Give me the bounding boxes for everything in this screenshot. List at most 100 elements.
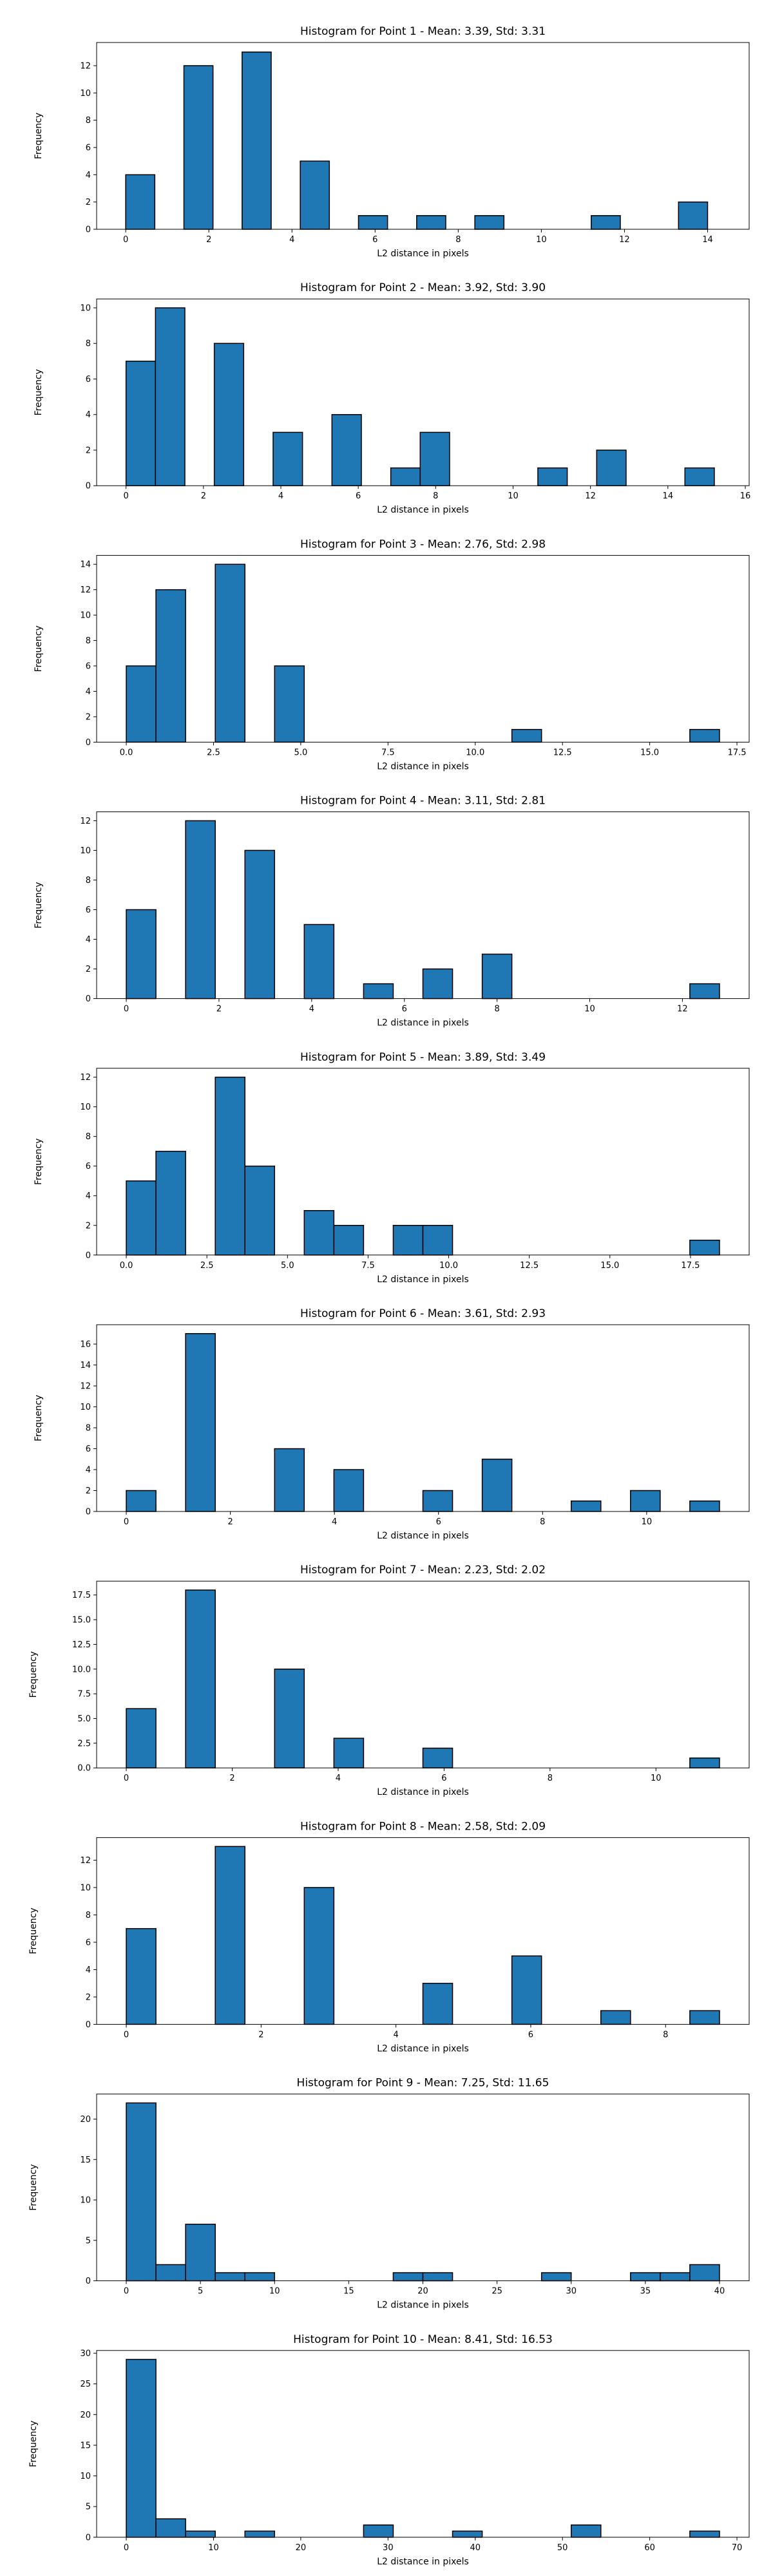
x-tick-label: 7.5 (381, 748, 395, 757)
y-tick-label: 8 (86, 339, 91, 349)
y-tick-label: 2 (86, 1993, 91, 2002)
x-tick-label: 6 (356, 491, 361, 501)
histogram-bar (537, 467, 568, 486)
x-tick-label: 0 (123, 235, 128, 245)
histogram-bar (300, 160, 330, 230)
x-tick-label: 4 (393, 2030, 398, 2040)
histogram-bar (215, 564, 245, 743)
chart-title: Histogram for Point 2 - Mean: 3.92, Std:… (300, 281, 546, 294)
x-tick-label: 6 (441, 1774, 446, 1783)
chart-title: Histogram for Point 6 - Mean: 3.61, Std:… (300, 1307, 546, 1320)
histogram-bar (155, 2518, 186, 2538)
x-tick-label: 10 (642, 1517, 653, 1527)
histogram-bar (155, 307, 186, 486)
y-tick-label: 15.0 (72, 1616, 91, 1625)
x-tick-label: 25 (491, 2287, 502, 2297)
x-tick-label: 17.5 (681, 1261, 700, 1271)
histogram-bar (596, 450, 627, 486)
y-axis-label: Frequency (28, 2421, 39, 2467)
histogram-bar (422, 2272, 453, 2282)
y-axis-label: Frequency (28, 2164, 39, 2210)
histogram-bar (274, 1448, 305, 1512)
x-tick-label: 5 (198, 2287, 203, 2297)
histogram-bar (126, 1490, 157, 1512)
histogram-bar (333, 1738, 365, 1768)
chart-title: Histogram for Point 4 - Mean: 3.11, Std:… (300, 795, 546, 808)
x-tick-label: 0 (124, 1005, 129, 1014)
y-tick-label: 6 (86, 1444, 91, 1454)
histogram-bar (600, 2010, 631, 2025)
histogram-bar (689, 2530, 720, 2538)
y-tick-label: 0 (86, 225, 91, 235)
y-tick-label: 10 (80, 2472, 91, 2481)
x-tick-label: 16 (740, 491, 751, 501)
y-tick-label: 10 (80, 1883, 91, 1893)
y-axis-label: Frequency (28, 1651, 39, 1698)
histogram-panel-8: Histogram for Point 8 - Mean: 2.58, Std:… (28, 1820, 750, 2054)
y-tick-label: 6 (86, 905, 91, 915)
histogram-bar (591, 215, 621, 230)
histogram-bar (540, 2272, 572, 2282)
histogram-bar (274, 1669, 305, 1768)
histogram-bar (272, 431, 303, 486)
x-tick-label: 10 (584, 1005, 595, 1014)
x-tick-label: 8 (663, 2030, 668, 2040)
y-tick-label: 25 (80, 2380, 91, 2389)
plot-frame (96, 42, 750, 230)
bars (126, 1076, 720, 1256)
x-tick-label: 10 (208, 2543, 219, 2553)
histogram-bar (303, 1887, 335, 2025)
bars (126, 1333, 720, 1512)
y-axis-label: Frequency (33, 369, 44, 415)
histogram-bar (274, 665, 305, 743)
y-tick-label: 7.5 (77, 1690, 91, 1700)
x-tick-label: 5.0 (294, 748, 308, 757)
histogram-bar (392, 1225, 424, 1256)
bars (126, 564, 720, 743)
histogram-bar (331, 413, 362, 486)
histogram-bar (155, 1150, 186, 1256)
x-tick-label: 15.0 (640, 748, 659, 757)
bars (125, 307, 715, 486)
histogram-bar (125, 174, 156, 230)
x-tick-label: 12 (585, 491, 596, 501)
y-tick-label: 16 (80, 1340, 91, 1350)
histogram-panel-6: Histogram for Point 6 - Mean: 3.61, Std:… (33, 1307, 750, 1541)
chart-title: Histogram for Point 1 - Mean: 3.39, Std:… (300, 25, 546, 38)
histogram-bar (630, 2272, 661, 2282)
histogram-bar (303, 923, 335, 999)
histogram-bar (126, 1708, 157, 1768)
x-tick-label: 10 (536, 235, 547, 245)
y-tick-label: 10 (80, 1403, 91, 1412)
x-tick-label: 2.5 (200, 1261, 214, 1271)
chart-title: Histogram for Point 5 - Mean: 3.89, Std:… (300, 1051, 546, 1064)
y-tick-label: 10 (80, 304, 91, 314)
plot-frame (96, 1837, 750, 2025)
x-tick-label: 2 (258, 2030, 263, 2040)
histogram-bar (570, 2524, 602, 2538)
chart-title: Histogram for Point 3 - Mean: 2.76, Std:… (300, 538, 546, 551)
x-tick-label: 8 (494, 1005, 499, 1014)
histogram-bar (416, 215, 446, 230)
x-tick-label: 35 (640, 2287, 651, 2297)
y-tick-label: 30 (80, 2349, 91, 2359)
histogram-bar (185, 2223, 216, 2282)
x-tick-label: 6 (402, 1005, 407, 1014)
bars (126, 820, 720, 999)
x-tick-label: 14 (663, 491, 674, 501)
x-tick-label: 20 (296, 2543, 307, 2553)
x-axis-label: L2 distance in pixels (377, 1531, 469, 1541)
y-tick-label: 2 (86, 965, 91, 974)
y-tick-label: 12 (80, 1856, 91, 1866)
y-tick-label: 2 (86, 446, 91, 455)
histogram-bar (185, 820, 216, 999)
y-tick-label: 8 (86, 1911, 91, 1920)
y-tick-label: 5 (86, 2236, 91, 2246)
y-tick-label: 8 (86, 1424, 91, 1434)
plot-frame (96, 554, 750, 743)
y-axis-label: Frequency (33, 1395, 44, 1441)
y-axis-label: Frequency (28, 1908, 39, 1954)
y-tick-label: 0 (86, 482, 91, 491)
histogram-panel-10: Histogram for Point 10 - Mean: 8.41, Std… (28, 2333, 750, 2567)
